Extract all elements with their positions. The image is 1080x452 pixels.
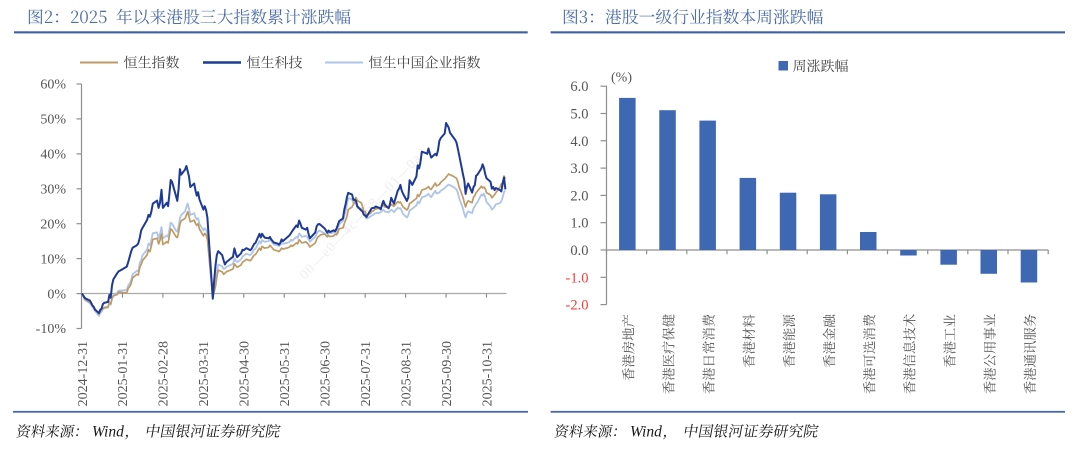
- svg-text:1.0: 1.0: [570, 216, 588, 232]
- svg-text:Wind: Wind: [630, 424, 662, 441]
- svg-text:2025-06-30: 2025-06-30: [319, 341, 334, 406]
- svg-text:6.0: 6.0: [570, 79, 588, 95]
- svg-text:2025-07-31: 2025-07-31: [359, 341, 374, 406]
- svg-text:2.0: 2.0: [570, 188, 588, 204]
- svg-text:3.0: 3.0: [570, 161, 588, 177]
- svg-text:50%: 50%: [40, 113, 66, 128]
- svg-text:Wind: Wind: [92, 424, 124, 441]
- svg-text:2024-12-31: 2024-12-31: [76, 341, 91, 406]
- svg-text:2025-01-31: 2025-01-31: [116, 341, 131, 406]
- svg-text:0%: 0%: [47, 287, 66, 302]
- svg-text:4.0: 4.0: [570, 134, 588, 150]
- svg-text:-2.0: -2.0: [566, 298, 589, 314]
- svg-text:2025-03-31: 2025-03-31: [197, 341, 212, 406]
- svg-text:10%: 10%: [40, 252, 66, 267]
- svg-text:2025-02-28: 2025-02-28: [157, 341, 172, 406]
- svg-text:2025-10-31: 2025-10-31: [480, 341, 495, 406]
- svg-text:30%: 30%: [40, 183, 66, 198]
- svg-text:-1.0: -1.0: [566, 270, 589, 286]
- svg-text:20%: 20%: [40, 217, 66, 232]
- svg-text:2025-05-31: 2025-05-31: [278, 341, 293, 406]
- svg-text:60%: 60%: [40, 78, 66, 93]
- svg-text:-10%: -10%: [36, 322, 67, 337]
- svg-text:2025-04-30: 2025-04-30: [238, 341, 253, 406]
- svg-text:2025-08-31: 2025-08-31: [399, 341, 414, 406]
- svg-text:0.0: 0.0: [570, 243, 588, 259]
- svg-text:(%): (%): [611, 71, 632, 86]
- svg-text:5.0: 5.0: [570, 107, 588, 123]
- svg-text:40%: 40%: [40, 148, 66, 163]
- svg-text:2025-09-30: 2025-09-30: [440, 341, 455, 406]
